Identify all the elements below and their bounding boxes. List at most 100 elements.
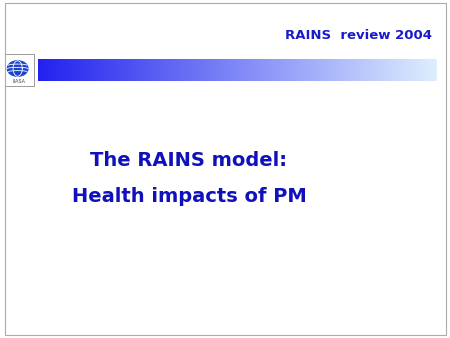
- Bar: [241, 59, 243, 81]
- Bar: [91, 59, 93, 81]
- Bar: [146, 59, 148, 81]
- Bar: [87, 59, 89, 81]
- Bar: [188, 59, 190, 81]
- Bar: [59, 59, 61, 81]
- Bar: [336, 59, 338, 81]
- Bar: [125, 59, 126, 81]
- Bar: [342, 59, 344, 81]
- Bar: [220, 59, 222, 81]
- Bar: [178, 59, 180, 81]
- Bar: [140, 59, 142, 81]
- Bar: [310, 59, 312, 81]
- Text: IIASA: IIASA: [13, 79, 26, 83]
- Bar: [424, 59, 426, 81]
- Bar: [104, 59, 105, 81]
- Bar: [266, 59, 268, 81]
- Bar: [70, 59, 72, 81]
- Bar: [230, 59, 231, 81]
- Bar: [187, 59, 189, 81]
- Bar: [136, 59, 138, 81]
- Bar: [379, 59, 381, 81]
- Bar: [101, 59, 103, 81]
- Bar: [131, 59, 133, 81]
- Bar: [138, 59, 140, 81]
- Bar: [123, 59, 125, 81]
- Bar: [150, 59, 152, 81]
- Bar: [78, 59, 80, 81]
- Bar: [247, 59, 248, 81]
- Bar: [328, 59, 329, 81]
- Bar: [235, 59, 237, 81]
- Bar: [217, 59, 219, 81]
- Bar: [300, 59, 302, 81]
- Bar: [260, 59, 262, 81]
- Bar: [199, 59, 201, 81]
- Bar: [245, 59, 247, 81]
- Bar: [212, 59, 214, 81]
- Bar: [333, 59, 335, 81]
- Bar: [415, 59, 417, 81]
- Bar: [414, 59, 416, 81]
- Bar: [95, 59, 97, 81]
- Bar: [89, 59, 90, 81]
- Bar: [284, 59, 286, 81]
- Bar: [321, 59, 323, 81]
- Bar: [329, 59, 331, 81]
- Bar: [236, 59, 238, 81]
- Bar: [69, 59, 71, 81]
- Bar: [316, 59, 318, 81]
- Bar: [261, 59, 263, 81]
- Bar: [434, 59, 436, 81]
- Bar: [159, 59, 161, 81]
- Bar: [382, 59, 384, 81]
- Bar: [179, 59, 181, 81]
- Bar: [153, 59, 154, 81]
- Bar: [107, 59, 109, 81]
- Bar: [407, 59, 409, 81]
- Bar: [213, 59, 215, 81]
- Bar: [102, 59, 104, 81]
- Bar: [405, 59, 406, 81]
- Bar: [268, 59, 270, 81]
- Bar: [196, 59, 198, 81]
- Bar: [291, 59, 292, 81]
- Bar: [374, 59, 376, 81]
- Bar: [276, 59, 278, 81]
- Bar: [324, 59, 325, 81]
- Bar: [104, 59, 106, 81]
- Bar: [86, 59, 88, 81]
- Bar: [338, 59, 340, 81]
- Bar: [189, 59, 191, 81]
- Bar: [183, 59, 185, 81]
- Bar: [362, 59, 364, 81]
- Bar: [45, 59, 47, 81]
- Bar: [381, 59, 382, 81]
- Bar: [200, 59, 202, 81]
- Bar: [257, 59, 259, 81]
- Bar: [377, 59, 378, 81]
- Bar: [244, 59, 246, 81]
- Bar: [40, 59, 41, 81]
- Bar: [297, 59, 299, 81]
- Bar: [158, 59, 159, 81]
- Bar: [305, 59, 307, 81]
- Bar: [385, 59, 387, 81]
- Bar: [274, 59, 276, 81]
- Bar: [423, 59, 425, 81]
- Bar: [402, 59, 404, 81]
- Bar: [121, 59, 122, 81]
- Bar: [251, 59, 252, 81]
- Text: Health impacts of PM: Health impacts of PM: [72, 187, 306, 206]
- Bar: [231, 59, 233, 81]
- Bar: [309, 59, 311, 81]
- Bar: [430, 59, 432, 81]
- Bar: [228, 59, 230, 81]
- Bar: [66, 59, 68, 81]
- Bar: [139, 59, 141, 81]
- Bar: [326, 59, 328, 81]
- Bar: [211, 59, 212, 81]
- Bar: [110, 59, 112, 81]
- Bar: [337, 59, 339, 81]
- Bar: [301, 59, 303, 81]
- Bar: [306, 59, 308, 81]
